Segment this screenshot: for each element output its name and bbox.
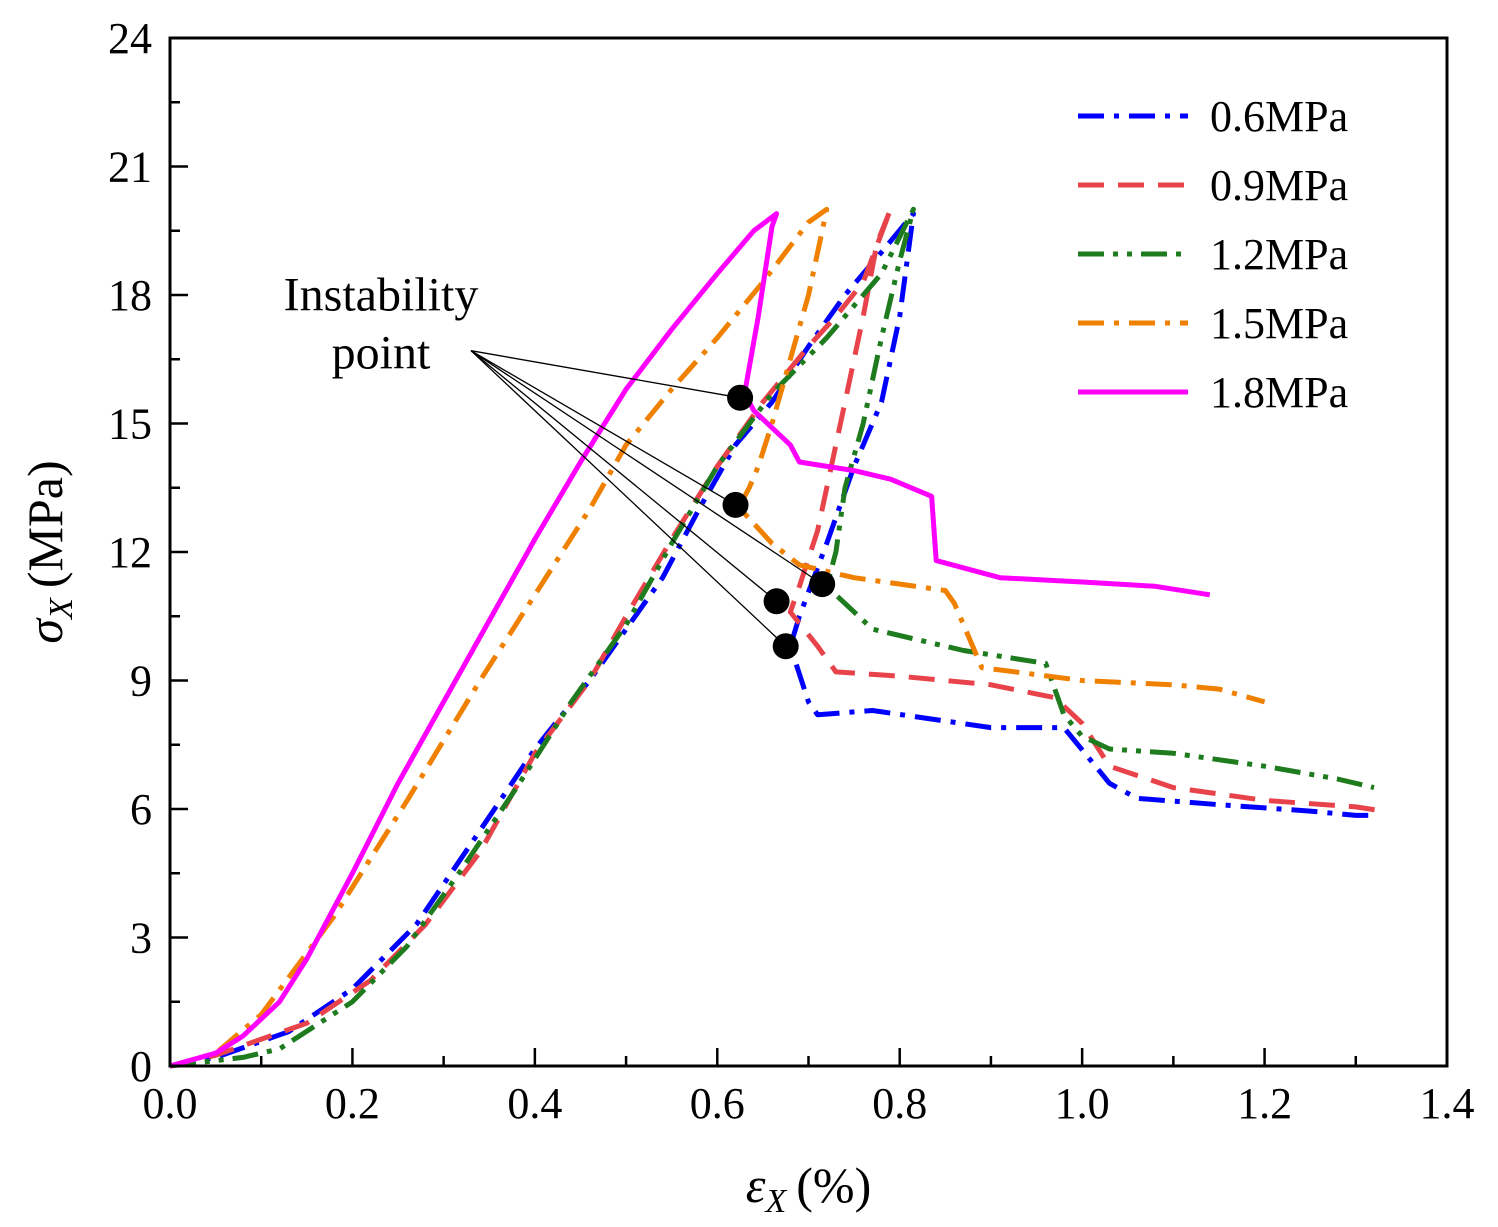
axis-ticks: 0.0 0.2 0.4 0.6 0.8 1.0 1.2 1.4 0 3 6 9 12 15 18 21 24 (108, 14, 1475, 1128)
x-tick-label: 1.4 (1420, 1079, 1475, 1128)
leader-line (470, 350, 736, 506)
series-line-0-6mpa (169, 211, 1374, 1069)
series-line-0-9mpa (169, 206, 1384, 1069)
annotation-instability-point: Instability point (284, 269, 479, 380)
leader-line (470, 350, 823, 585)
x-tick-label: 0.6 (690, 1079, 745, 1128)
instability-marker-1-5mpa (722, 491, 749, 518)
plot-frame (168, 36, 1449, 1068)
x-tick-label: 1.2 (1237, 1079, 1292, 1128)
legend-label-0-9mpa: 0.9MPa (1210, 161, 1348, 210)
x-tick-label: 0.4 (507, 1079, 562, 1128)
legend: 0.6MPa 0.9MPa 1.2MPa 1.5MPa 1.8MPa (1078, 92, 1348, 417)
y-tick-label: 18 (108, 271, 152, 320)
x-tick-label: 0.0 (143, 1079, 198, 1128)
y-tick-label: 6 (130, 785, 152, 834)
y-tick-label: 21 (108, 143, 152, 192)
y-tick-label: 15 (108, 400, 152, 449)
series-line-1-2mpa (169, 206, 1375, 1069)
legend-label-0-6mpa: 0.6MPa (1210, 92, 1348, 141)
instability-marker-0-6mpa (772, 633, 799, 660)
data-series (169, 206, 1384, 1069)
x-axis-label: εX (%) (746, 1157, 871, 1220)
y-tick-label: 24 (108, 14, 152, 63)
legend-label-1-2mpa: 1.2MPa (1210, 230, 1348, 279)
legend-label-1-8mpa: 1.8MPa (1210, 368, 1348, 417)
marker-layer (722, 384, 836, 660)
y-tick-label: 0 (130, 1042, 152, 1091)
leader-line (470, 350, 741, 399)
y-tick-label: 9 (130, 657, 152, 706)
annotation-line: Instability (284, 269, 479, 322)
y-axis-label: σX(MPa) (17, 460, 80, 643)
legend-label-1-5mpa: 1.5MPa (1210, 299, 1348, 348)
instability-marker-0-9mpa (763, 588, 790, 615)
x-tick-label: 1.0 (1055, 1079, 1110, 1128)
x-tick-label: 0.2 (325, 1079, 380, 1128)
annotation-line: point (332, 327, 431, 380)
y-tick-label: 12 (108, 528, 152, 577)
leader-line (470, 350, 787, 647)
x-tick-label: 0.8 (872, 1079, 927, 1128)
series-line-1-5mpa (169, 206, 1266, 1069)
leader-line (470, 350, 777, 602)
y-tick-label: 3 (130, 914, 152, 963)
instability-marker-1-2mpa (809, 571, 836, 598)
annotation-layer: Instability point (284, 269, 823, 647)
series-line-1-8mpa (169, 211, 1211, 1069)
instability-marker-1-8mpa (727, 384, 754, 411)
